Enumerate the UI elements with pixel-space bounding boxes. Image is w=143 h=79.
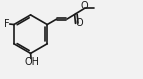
Text: O: O <box>76 18 83 28</box>
Text: OH: OH <box>24 57 39 67</box>
Text: F: F <box>4 19 10 29</box>
Text: O: O <box>80 1 88 11</box>
